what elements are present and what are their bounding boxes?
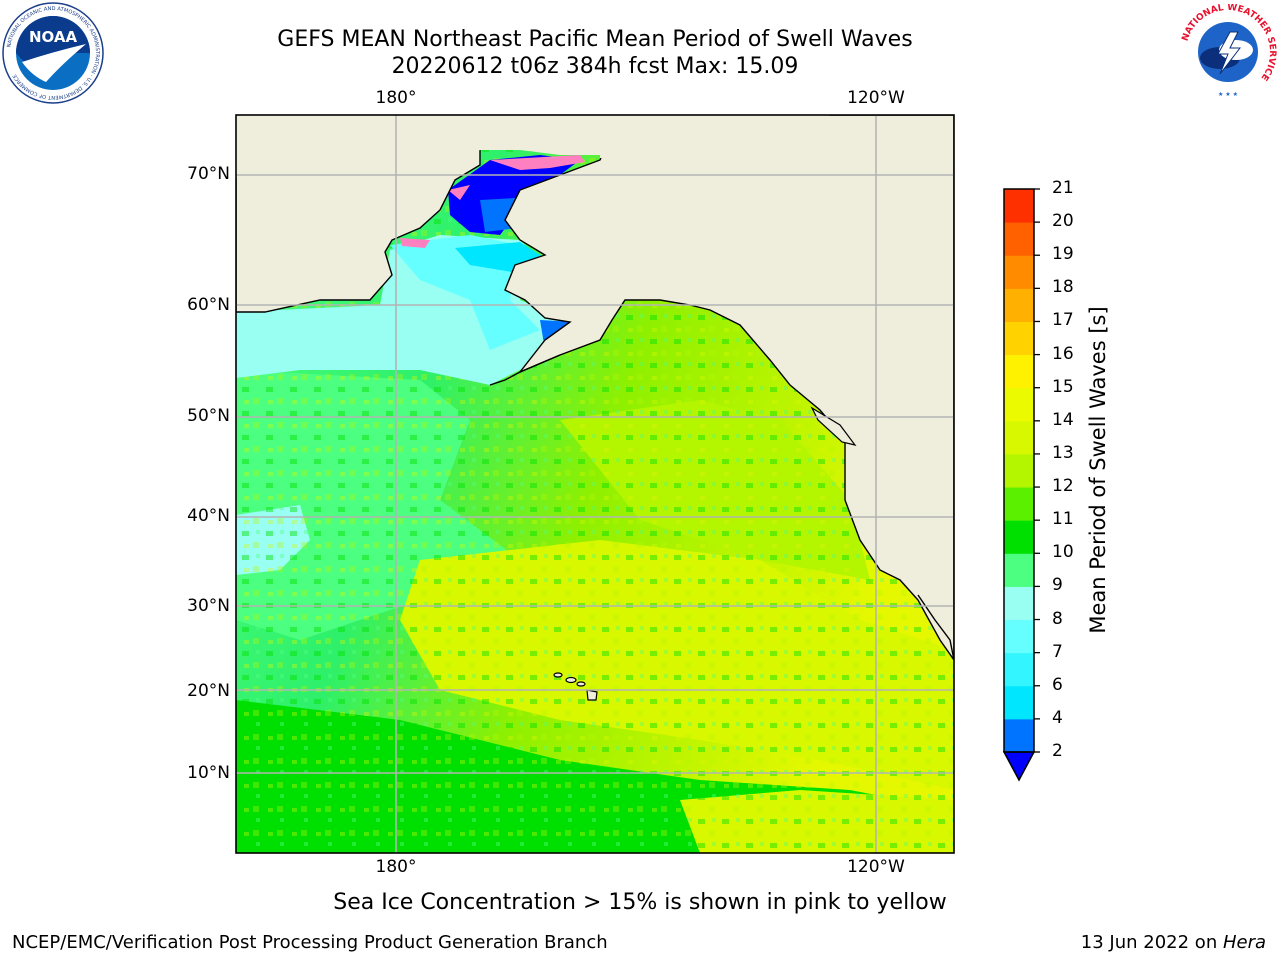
lat-label-10n: 10°N — [187, 763, 230, 783]
land-north-america — [504, 115, 954, 662]
sea-ice-note: Sea Ice Concentration > 15% is shown in … — [333, 890, 947, 915]
colorbar-segment — [1004, 321, 1034, 356]
colorbar-segment — [1004, 652, 1034, 687]
colorbar-segment — [1004, 718, 1034, 753]
colorbar-segment — [1004, 222, 1034, 256]
arctic-ocean — [236, 115, 600, 178]
map-frame — [235, 114, 955, 854]
footer-credit: NCEP/EMC/Verification Post Processing Pr… — [12, 932, 608, 953]
chart-title: GEFS MEAN Northeast Pacific Mean Period … — [277, 27, 913, 52]
colorbar-tick-label: 8 — [1052, 608, 1063, 629]
lat-label-20n: 20°N — [187, 681, 230, 701]
colorbar-segment — [1004, 420, 1034, 455]
colorbar-segment — [1004, 553, 1034, 587]
colorbar-tick-label: 4 — [1052, 707, 1063, 728]
colorbar-segment — [1004, 685, 1034, 720]
colorbar-tick-label: 2 — [1052, 741, 1063, 761]
colorbar-tick-label: 10 — [1052, 542, 1074, 563]
colorbar-segment — [1004, 387, 1034, 422]
colorbar-segment — [1004, 255, 1034, 289]
lat-label-70n: 70°N — [187, 164, 230, 184]
colorbar-tick-label: 14 — [1052, 409, 1074, 430]
colorbar-segment — [1004, 619, 1034, 654]
colorbar-segment — [1004, 354, 1034, 389]
lon-label-bottom-120w: 120°W — [847, 857, 905, 877]
colorbar-label: Mean Period of Swell Waves [s] — [1086, 306, 1110, 634]
svg-text:★ ★ ★: ★ ★ ★ — [1218, 91, 1238, 98]
nws-logo: NATIONAL WEATHER SERVICE ★ ★ ★ — [1181, 4, 1277, 99]
colorbar-segment — [1004, 487, 1034, 521]
lon-label-top-180: 180° — [375, 88, 417, 108]
colorbar-tick-label: 11 — [1052, 509, 1074, 530]
lon-label-bottom-180: 180° — [375, 857, 417, 877]
lon-label-top-120w: 120°W — [847, 88, 905, 108]
lat-label-40n: 40°N — [187, 506, 230, 526]
colorbar-tick-label: 16 — [1052, 343, 1074, 364]
baja-peninsula — [917, 594, 954, 661]
colorbar-segment — [1004, 586, 1034, 621]
svg-text:NOAA: NOAA — [29, 28, 78, 46]
lat-label-60n: 60°N — [187, 295, 230, 315]
colorbar — [1002, 188, 1040, 782]
colorbar-tick-label: 7 — [1052, 641, 1063, 662]
hawaii-islands — [553, 672, 598, 701]
colorbar-segment — [1004, 288, 1034, 322]
colorbar-under-arrow — [1002, 751, 1036, 782]
footer-machine: Hera — [1222, 932, 1266, 953]
colorbar-segment — [1004, 453, 1034, 488]
lat-label-30n: 30°N — [187, 596, 230, 616]
chart-subtitle: 20220612 t06z 384h fcst Max: 15.09 — [391, 54, 799, 79]
colorbar-tick-label: 19 — [1052, 244, 1074, 265]
colorbar-tick-label: 15 — [1052, 376, 1074, 397]
colorbar-segment — [1004, 189, 1034, 223]
colorbar-tick-label: 13 — [1052, 442, 1074, 463]
noaa-logo: NATIONAL OCEANIC AND ATMOSPHERIC ADMINIS… — [2, 2, 104, 104]
colorbar-tick-label: 21 — [1052, 178, 1074, 198]
colorbar-tick-label: 9 — [1052, 575, 1063, 596]
footer-date: 13 Jun 2022 on Hera — [1081, 932, 1266, 953]
colorbar-tick-label: 6 — [1052, 674, 1063, 695]
colorbar-tick-label: 20 — [1052, 211, 1074, 232]
gridlines — [236, 115, 954, 853]
footer-date-text: 13 Jun 2022 on — [1080, 932, 1223, 953]
colorbar-segment — [1004, 520, 1034, 554]
colorbar-tick-label: 18 — [1052, 277, 1074, 298]
colorbar-tick-label: 17 — [1052, 310, 1074, 331]
lat-label-50n: 50°N — [187, 406, 230, 426]
colorbar-tick-label: 12 — [1052, 476, 1074, 497]
